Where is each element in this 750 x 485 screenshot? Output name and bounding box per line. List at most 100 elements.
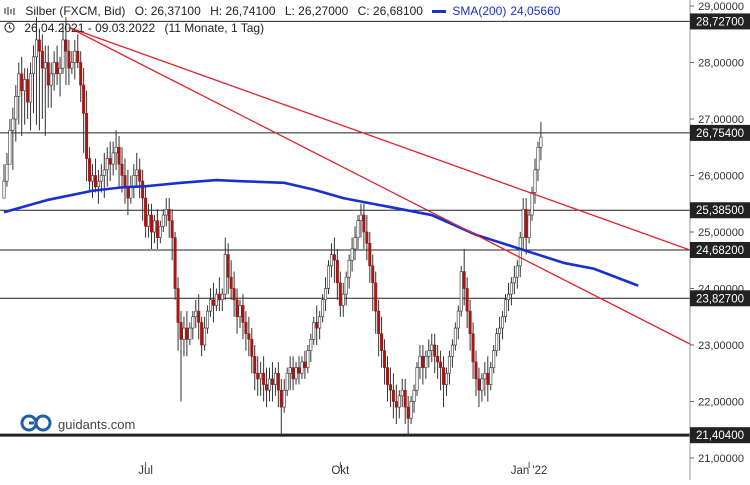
candle-body — [211, 299, 215, 306]
candle-body — [436, 355, 440, 363]
candle-body — [365, 231, 369, 244]
candle-body — [164, 209, 168, 216]
candle-body — [102, 169, 106, 176]
candle-body — [93, 175, 97, 188]
candle-body — [82, 84, 86, 114]
candle-body — [244, 322, 248, 334]
candle-body — [326, 265, 330, 289]
candle-body — [76, 50, 80, 63]
candle-body — [214, 293, 218, 306]
candle-body — [291, 367, 295, 380]
candle-body — [509, 282, 513, 295]
candle-body — [383, 350, 387, 368]
candle-body — [144, 197, 148, 227]
candle-body — [256, 372, 260, 380]
candle-body — [380, 333, 384, 351]
candle-body — [276, 372, 280, 391]
candle-body — [273, 372, 277, 385]
candle-body — [85, 113, 89, 159]
candle-body — [533, 169, 537, 193]
candle-body — [415, 367, 419, 391]
candle-body — [161, 214, 165, 227]
candle-body — [512, 276, 516, 284]
candle-body — [321, 299, 325, 318]
close-value: C: 26,68100 — [357, 4, 423, 18]
candle-body — [300, 361, 304, 374]
candle-body — [338, 282, 342, 306]
candle-body — [447, 355, 451, 374]
candle-body — [465, 288, 469, 312]
candle-body — [265, 384, 269, 391]
date-range: 26.04.2021 - 09.03.2022 — [24, 21, 156, 35]
candle-body — [433, 344, 437, 357]
candle-body — [456, 310, 460, 329]
candle-body — [197, 310, 201, 323]
candle-body — [17, 73, 21, 97]
open-value: O: 26,37100 — [134, 4, 201, 18]
y-tick-label: 27,00000 — [698, 114, 744, 126]
candle-body — [403, 389, 407, 408]
candle-body — [111, 152, 115, 165]
candle-body — [450, 344, 454, 357]
x-tick-label: Jul — [138, 465, 153, 477]
candle-body — [495, 333, 499, 351]
header-row-1: Silber (FXCM, Bid) O: 26,37100 H: 26,741… — [4, 4, 566, 19]
candle-body — [226, 254, 230, 278]
candle-body — [105, 158, 109, 171]
candle-body — [150, 214, 154, 233]
candle-body — [73, 50, 77, 63]
high-value: H: 26,74100 — [210, 4, 276, 18]
candle-body — [126, 186, 130, 199]
header-row-2: 26.04.2021 - 09.03.2022 (11 Monate, 1 Ta… — [4, 21, 270, 36]
candle-body — [182, 327, 186, 340]
candle-body — [303, 361, 307, 368]
candle-body — [123, 175, 127, 188]
level-price-label: 25,38500 — [696, 205, 744, 217]
candle-body — [206, 310, 210, 329]
candle-body — [108, 158, 112, 165]
level-price-label: 23,82700 — [696, 293, 744, 305]
x-tick-label: Jan '22 — [511, 465, 548, 477]
candle-body — [279, 389, 283, 408]
candle-body — [459, 271, 463, 312]
candle-body — [427, 350, 431, 357]
candle-body — [20, 73, 24, 92]
candle-body — [377, 310, 381, 335]
candle-body — [191, 316, 195, 329]
y-tick-label: 28,00000 — [698, 58, 744, 70]
candle-body — [40, 50, 44, 69]
candle-body — [421, 355, 425, 368]
candle-body — [530, 192, 534, 216]
candle-body — [439, 361, 443, 368]
candle-body — [232, 288, 236, 301]
candle-body — [515, 265, 519, 278]
x-tick-label: Okt — [331, 465, 350, 477]
level-price-tag — [690, 202, 750, 219]
guidants-logo[interactable]: guidants.com — [20, 414, 135, 435]
candle-body — [262, 372, 266, 385]
sma-value: 24,05660 — [510, 4, 561, 18]
candle-body — [117, 146, 121, 165]
candle-body — [267, 378, 271, 391]
candle-body — [132, 175, 136, 188]
candle-body — [371, 265, 375, 284]
candle-body — [350, 248, 354, 261]
level-price-tag — [690, 241, 750, 258]
candle-body — [120, 163, 124, 176]
candle-body — [114, 146, 118, 154]
candle-body — [79, 62, 83, 86]
candle-body — [353, 237, 357, 250]
candle-body — [527, 214, 531, 238]
candle-body — [129, 186, 133, 199]
candle-body — [88, 158, 92, 182]
candle-body — [400, 389, 404, 397]
logo-text: guidants.com — [58, 417, 136, 432]
candle-body — [347, 259, 351, 278]
sma-label: SMA(200) — [452, 4, 507, 18]
candle-body — [397, 395, 401, 408]
candle-body — [444, 372, 448, 385]
candle-body — [96, 180, 100, 188]
candle-body — [309, 339, 313, 351]
candle-body — [138, 169, 142, 182]
